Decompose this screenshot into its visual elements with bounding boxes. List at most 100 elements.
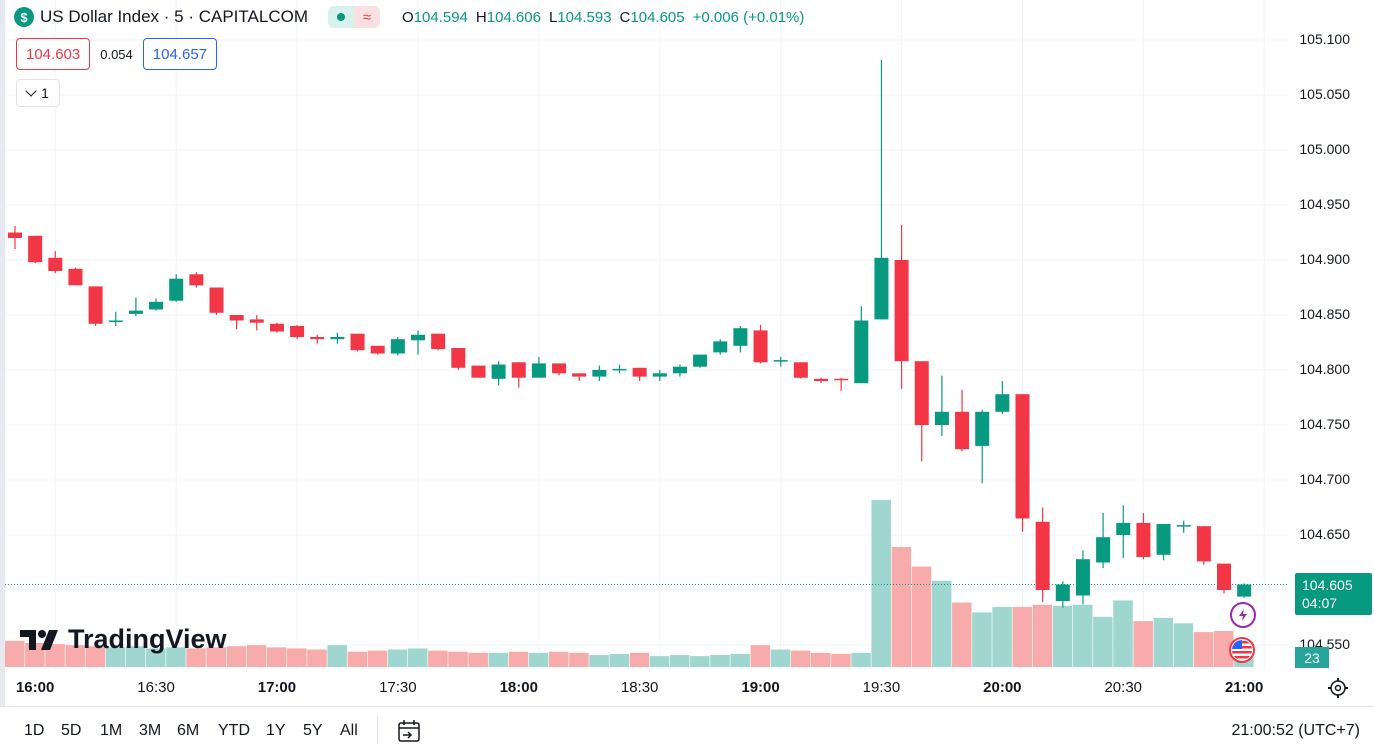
volume-bar bbox=[468, 652, 488, 667]
volume-bar bbox=[710, 654, 730, 667]
candle-body bbox=[632, 367, 647, 377]
range-button-1y[interactable]: 1Y bbox=[266, 722, 286, 739]
volume-bar bbox=[266, 647, 287, 667]
candle-body bbox=[995, 394, 1010, 412]
volume-bar bbox=[730, 653, 750, 667]
volume-bar bbox=[1012, 606, 1032, 667]
candle-body bbox=[934, 411, 949, 425]
volume-bar bbox=[831, 653, 851, 667]
price-tick-label: 105.100 bbox=[1299, 31, 1350, 47]
high-label: H bbox=[475, 8, 487, 26]
volume-bar bbox=[105, 647, 126, 667]
volume-bar bbox=[146, 648, 166, 667]
volume-bar bbox=[569, 652, 589, 667]
symbol-title[interactable]: US Dollar Index · 5 · CAPITALCOM bbox=[40, 7, 308, 26]
volume-bar bbox=[5, 640, 25, 667]
volume-bar bbox=[1093, 616, 1113, 667]
price-tick-label: 105.000 bbox=[1299, 141, 1350, 157]
tradingview-logo[interactable]: TradingView bbox=[20, 624, 227, 655]
candle-body bbox=[108, 320, 123, 322]
candle-body bbox=[1136, 522, 1151, 557]
timezone-clock[interactable]: 21:00:52 (UTC+7) bbox=[1231, 722, 1360, 739]
range-button-5y[interactable]: 5Y bbox=[303, 722, 323, 739]
candle-body bbox=[149, 301, 164, 310]
price-tick-label: 104.800 bbox=[1299, 361, 1350, 377]
price-tick-label: 104.900 bbox=[1299, 251, 1350, 267]
candle-body bbox=[1156, 524, 1171, 555]
candle-body bbox=[169, 278, 184, 301]
candle-body bbox=[552, 363, 567, 374]
candle-body bbox=[350, 333, 365, 351]
volume-bar bbox=[690, 656, 710, 667]
range-button-ytd[interactable]: YTD bbox=[218, 722, 250, 739]
candle-body bbox=[572, 373, 587, 377]
volume-bar bbox=[1214, 630, 1234, 667]
price-chart[interactable] bbox=[0, 0, 1374, 706]
volume-bar bbox=[166, 647, 186, 667]
volume-bar bbox=[1153, 617, 1174, 667]
volume-bar bbox=[387, 649, 408, 667]
price-tick-label: 104.650 bbox=[1299, 526, 1350, 542]
candle-body bbox=[1116, 522, 1131, 535]
current-price-tag: 104.605 04:07 bbox=[1295, 573, 1372, 615]
candle-body bbox=[1237, 584, 1252, 597]
candle-body bbox=[652, 373, 667, 377]
time-tick-label: 19:00 bbox=[741, 679, 780, 696]
volume-bar bbox=[347, 651, 368, 667]
time-tick-label: 20:00 bbox=[983, 679, 1022, 696]
high-value: 104.606 bbox=[486, 8, 541, 26]
price-tick-label: 104.750 bbox=[1299, 416, 1350, 432]
status-pill[interactable]: ≈ bbox=[327, 6, 380, 28]
volume-bar bbox=[448, 651, 468, 667]
volume-bar bbox=[488, 652, 509, 667]
lightning-event-icon[interactable] bbox=[1230, 602, 1256, 628]
volume-bar bbox=[408, 648, 428, 667]
candle-body bbox=[914, 361, 929, 425]
candle-body bbox=[390, 339, 405, 354]
candle-body bbox=[249, 319, 264, 323]
candle-body bbox=[874, 257, 889, 320]
volume-bar bbox=[327, 645, 347, 667]
range-button-all[interactable]: All bbox=[340, 722, 358, 739]
approx-icon: ≈ bbox=[353, 6, 380, 28]
volume-bar bbox=[428, 650, 448, 667]
volume-bar bbox=[125, 646, 146, 667]
volume-bar bbox=[891, 546, 912, 667]
sell-button[interactable]: 104.603 bbox=[16, 38, 91, 70]
brand-name: TradingView bbox=[68, 624, 227, 654]
market-open-dot-icon bbox=[327, 6, 354, 28]
dollar-symbol-icon[interactable]: $ bbox=[14, 7, 34, 27]
volume-bar bbox=[770, 649, 791, 667]
candle-body bbox=[330, 337, 345, 340]
volume-bar bbox=[1133, 621, 1153, 667]
candle-body bbox=[1055, 584, 1070, 601]
range-button-3m[interactable]: 3M bbox=[139, 722, 162, 739]
range-button-5d[interactable]: 5D bbox=[61, 722, 82, 739]
time-tick-label: 17:30 bbox=[379, 679, 417, 696]
volume-bar bbox=[65, 645, 85, 667]
volume-bar bbox=[206, 647, 226, 667]
candle-body bbox=[1075, 559, 1090, 596]
candle-body bbox=[189, 274, 204, 286]
volume-bar bbox=[629, 652, 650, 667]
candle-body bbox=[672, 366, 687, 374]
volume-bar bbox=[1032, 604, 1053, 667]
candle-body bbox=[1015, 394, 1030, 519]
candle-body bbox=[975, 411, 990, 446]
calendar-goto-icon[interactable] bbox=[396, 718, 422, 744]
volume-bar bbox=[992, 606, 1012, 667]
volume-bar bbox=[609, 653, 629, 667]
volume-bar bbox=[972, 612, 992, 667]
price-tick-label: 104.950 bbox=[1299, 196, 1350, 212]
gear-icon[interactable] bbox=[1327, 677, 1349, 699]
candle-body bbox=[48, 257, 63, 271]
buy-button[interactable]: 104.657 bbox=[142, 38, 218, 70]
range-button-6m[interactable]: 6M bbox=[177, 722, 200, 739]
range-button-1d[interactable]: 1D bbox=[24, 722, 45, 739]
range-button-1m[interactable]: 1M bbox=[100, 722, 123, 739]
candle-body bbox=[773, 360, 788, 362]
us-flag-icon[interactable] bbox=[1229, 637, 1255, 663]
indicators-toggle-button[interactable]: 1 bbox=[16, 79, 60, 107]
candle-body bbox=[310, 337, 325, 340]
volume-bar bbox=[1113, 600, 1133, 667]
